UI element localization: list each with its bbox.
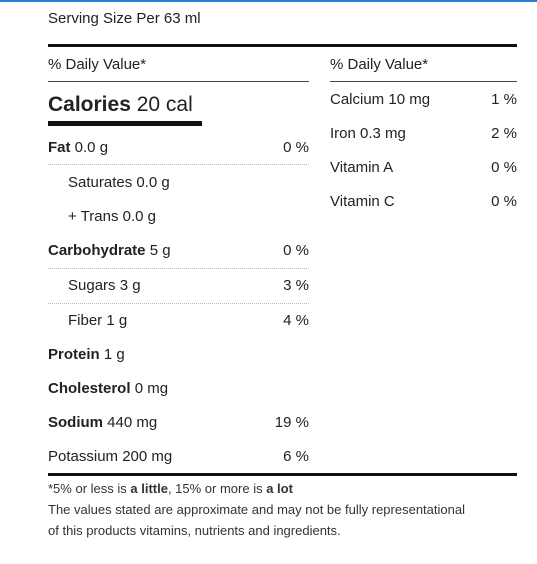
disclaimer-line-1: The values stated are approximate and ma… <box>48 502 465 517</box>
nutrient-amount: 5 g <box>149 242 171 259</box>
footnote-lot: a lot <box>266 481 293 496</box>
nutrient-dv: 6 % <box>283 448 309 465</box>
calories-value: 20 cal <box>136 93 193 116</box>
nutrient-dv: 4 % <box>283 312 309 329</box>
row-divider <box>48 268 309 269</box>
nutrient-name: Fiber <box>68 312 103 329</box>
nutrient-amount: 440 mg <box>107 414 158 431</box>
nutrient-row-protein: Protein 1 g <box>48 346 125 364</box>
vitamin-dv: 0 % <box>491 159 517 176</box>
nutrient-row-trans: + Trans 0.0 g <box>68 208 156 226</box>
nutrient-name: Saturates <box>68 174 133 191</box>
nutrient-amount: 3 g <box>119 277 141 294</box>
nutrient-row-sodium: Sodium 440 mg <box>48 414 157 432</box>
vitamin-row-vitamin-c: Vitamin C <box>330 193 395 211</box>
disclaimer-line-2: of this products vitamins, nutrients and… <box>48 523 341 538</box>
nutrient-row-fat: Fat 0.0 g <box>48 139 108 157</box>
vitamin-row-vitamin-a: Vitamin A <box>330 159 393 177</box>
footnote-little: a little <box>130 481 168 496</box>
bottom-thick-rule <box>48 473 517 476</box>
nutrient-name: + Trans <box>68 208 119 225</box>
nutrient-name: Fat <box>48 139 71 156</box>
calories-bar <box>48 121 202 126</box>
footnote-prefix: *5% or less is <box>48 481 131 496</box>
right-daily-value-header: % Daily Value* <box>330 56 429 73</box>
vitamin-name: Vitamin C <box>330 193 395 210</box>
row-divider <box>48 164 309 165</box>
vitamin-row-iron: Iron 0.3 mg <box>330 125 406 143</box>
vitamin-amount: 10 mg <box>388 91 431 108</box>
top-thick-rule <box>48 44 517 47</box>
nutrient-name: Protein <box>48 346 100 363</box>
row-divider <box>48 303 309 304</box>
left-header-rule <box>48 81 309 82</box>
nutrient-amount: 1 g <box>103 346 125 363</box>
right-header-rule <box>330 81 517 82</box>
nutrient-dv: 19 % <box>274 414 309 431</box>
nutrient-row-sugars: Sugars 3 g <box>68 277 141 295</box>
nutrient-amount: 0.0 g <box>74 139 109 156</box>
vitamin-name: Iron <box>330 125 356 142</box>
footnote-middle: , 15% or more is <box>167 481 267 496</box>
nutrient-row-fiber: Fiber 1 g <box>68 312 127 330</box>
nutrient-row-saturates: Saturates 0.0 g <box>68 174 170 192</box>
serving-size: Serving Size Per 63 ml <box>48 10 201 27</box>
vitamin-row-calcium: Calcium 10 mg <box>330 91 430 109</box>
vitamin-dv: 0 % <box>491 193 517 210</box>
nutrient-amount: 1 g <box>106 312 128 329</box>
nutrient-amount: 200 mg <box>122 448 173 465</box>
calories-row: Calories 20 cal <box>48 93 193 117</box>
nutrient-amount: 0.0 g <box>136 174 170 191</box>
left-daily-value-header: % Daily Value* <box>48 56 147 73</box>
vitamin-dv: 1 % <box>491 91 517 108</box>
nutrient-name: Sodium <box>48 414 103 431</box>
vitamin-name: Calcium <box>330 91 385 108</box>
nutrient-amount: 0.0 g <box>122 208 156 225</box>
vitamin-amount: 0.3 mg <box>360 125 406 142</box>
nutrient-name: Sugars <box>68 277 116 294</box>
calories-label: Calories <box>48 93 131 116</box>
vitamin-dv: 2 % <box>491 125 517 142</box>
nutrient-row-cholesterol: Cholesterol 0 mg <box>48 380 168 398</box>
nutrient-name: Carbohydrate <box>48 242 146 259</box>
vitamin-name: Vitamin A <box>330 159 394 176</box>
nutrient-name: Potassium <box>48 448 119 465</box>
nutrient-dv: 0 % <box>283 242 309 259</box>
nutrient-row-potassium: Potassium 200 mg <box>48 448 172 466</box>
nutrient-dv: 0 % <box>283 139 309 156</box>
nutrient-amount: 0 mg <box>134 380 169 397</box>
nutrient-dv: 3 % <box>283 277 309 294</box>
footnote-threshold: *5% or less is a little, 15% or more is … <box>48 478 293 499</box>
top-accent-line <box>0 0 537 2</box>
nutrient-row-carbohydrate: Carbohydrate 5 g <box>48 242 171 260</box>
nutrient-name: Cholesterol <box>48 380 131 397</box>
